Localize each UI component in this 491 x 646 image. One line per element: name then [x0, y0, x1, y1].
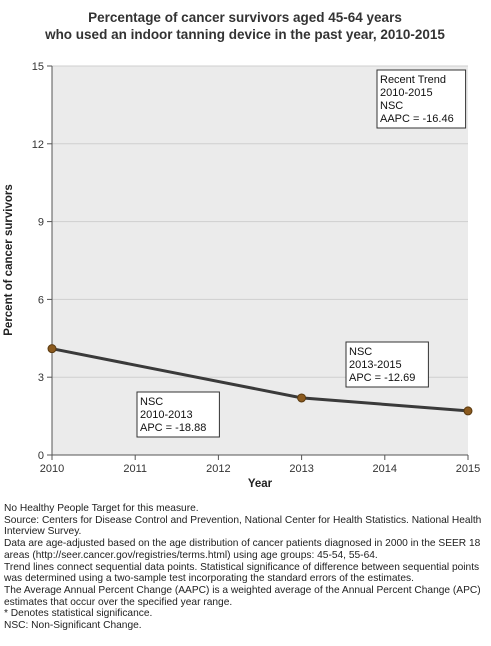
y-tick-label: 3	[38, 372, 44, 384]
y-axis-label: Percent of cancer survivors	[3, 184, 15, 336]
chart-title: Percentage of cancer survivors aged 45-6…	[88, 10, 402, 25]
data-point	[47, 344, 57, 354]
chart-subtitle: who used an indoor tanning device in the…	[44, 27, 445, 42]
footnote-aapc: The Average Annual Percent Change (AAPC)…	[4, 584, 481, 608]
annotation-text: AAPC = -16.46	[380, 113, 454, 125]
y-tick-label: 12	[32, 139, 44, 151]
y-tick-label: 9	[38, 217, 44, 229]
footnote-source: Source: Centers for Disease Control and …	[4, 514, 482, 538]
footnote-nsc: NSC: Non-Significant Change.	[4, 620, 142, 632]
y-tick-label: 6	[38, 294, 44, 306]
footnote-significance: * Denotes statistical significance.	[4, 608, 153, 620]
annotation-text: Recent Trend	[380, 74, 446, 86]
footnote-target: No Healthy People Target for this measur…	[4, 503, 199, 514]
chart: Percentage of cancer survivors aged 45-6…	[3, 10, 480, 490]
annotation-box	[376, 69, 467, 129]
footnotes: No Healthy People Target for this measur…	[4, 503, 490, 632]
annotation-text: 2010-2015	[380, 87, 433, 99]
annotation-text: NSC	[349, 346, 372, 358]
annotation-text: APC = -12.69	[349, 372, 415, 384]
x-tick-label: 2015	[456, 463, 480, 475]
data-point	[297, 393, 307, 403]
annotation-text: 2013-2015	[349, 359, 402, 371]
footnote-age-adjustment: Data are age-adjusted based on the age d…	[4, 538, 481, 561]
x-axis-label: Year	[248, 478, 273, 490]
annotation-text: NSC	[140, 396, 163, 408]
x-tick-label: 2012	[206, 463, 230, 475]
footnote-trend-lines: Trend lines connect sequential data poin…	[4, 561, 480, 585]
x-tick-label: 2011	[123, 463, 147, 475]
annotation-text: NSC	[380, 100, 403, 112]
data-point	[463, 406, 473, 416]
x-tick-label: 2013	[289, 463, 313, 475]
annotation-box	[136, 391, 220, 438]
annotation-text: APC = -18.88	[140, 422, 206, 434]
x-tick-label: 2014	[373, 463, 397, 475]
x-tick-label: 2010	[40, 463, 64, 475]
y-tick-label: 15	[32, 61, 44, 73]
annotation-box	[345, 341, 429, 388]
annotation-text: 2010-2013	[140, 409, 193, 421]
y-tick-label: 0	[38, 450, 44, 462]
